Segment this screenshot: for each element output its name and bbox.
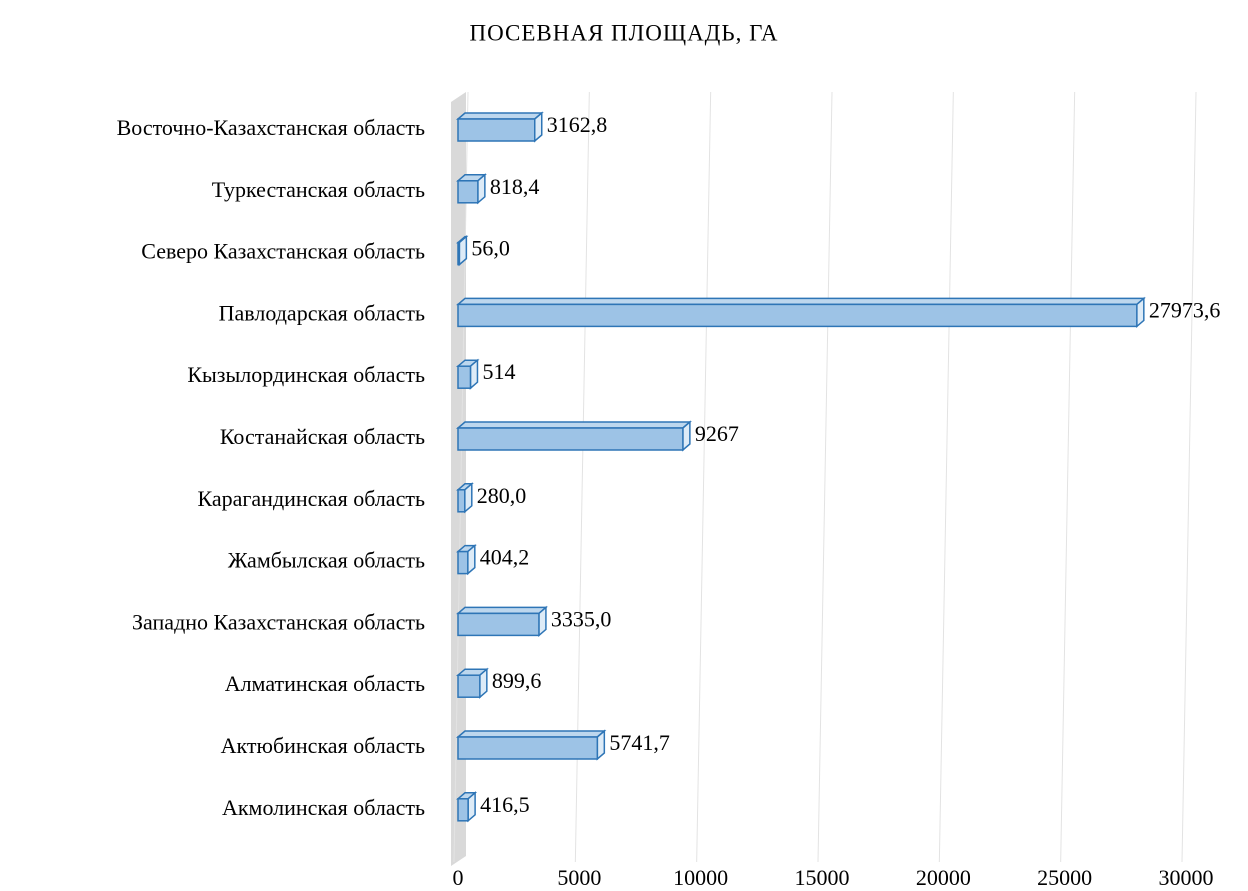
bar-top [455,297,1146,306]
grid-line [1060,91,1076,863]
bar-side [469,358,479,390]
y-tick-label: Западно Казахстанская область [132,609,425,634]
chart-title: ПОСЕВНАЯ ПЛОЩАДЬ, ГА [470,20,779,45]
data-label: 3162,8 [547,112,608,137]
y-tick-label: Акмолинская область [222,795,425,820]
bar-top [455,730,607,738]
bar [457,241,461,266]
data-label: 27973,6 [1149,297,1221,322]
y-tick-label: Кызылординская область [187,362,425,387]
grid-line [1181,91,1197,863]
y-tick-label: Алматинская область [225,671,425,696]
grid-line [696,91,712,863]
bar [457,427,684,451]
data-label: 5741,7 [609,730,670,755]
y-tick-label: Карагандинская область [197,486,425,511]
bar [457,365,472,389]
bar-top [455,421,692,429]
bar-side [534,111,543,143]
x-tick-label: 5000 [557,865,601,890]
bar [457,489,466,513]
data-label: 404,2 [480,545,530,570]
bar-side [477,173,486,205]
x-tick-label: 20000 [916,865,971,890]
grid-line [817,91,833,863]
bar-side [682,420,691,452]
bar [457,550,469,575]
x-tick-label: 25000 [1037,865,1092,890]
bar [457,674,481,698]
data-label: 56,0 [471,236,510,261]
bar-side [538,605,547,638]
y-tick-label: Актюбинская область [221,733,425,758]
bar-side [479,667,488,699]
data-label: 514 [482,359,515,384]
y-tick-label: Туркестанская область [212,177,425,202]
bar [457,303,1138,328]
data-label: 9267 [695,421,739,446]
y-tick-label: Северо Казахстанская область [141,239,425,264]
y-tick-label: Костанайская область [220,424,425,449]
x-tick-label: 30000 [1159,865,1214,890]
bar-side [464,482,473,514]
bar [457,798,469,822]
bar-side [467,543,476,576]
bar [457,180,479,204]
bar [457,736,599,760]
bar-top [455,606,548,615]
grid-line [453,91,469,863]
y-tick-label: Павлодарская область [219,300,425,325]
data-label: 818,4 [490,174,540,199]
data-label: 416,5 [480,792,530,817]
bar-side [458,234,468,267]
bar-side [467,791,476,823]
x-tick-label: 0 [453,865,464,890]
bar-side [596,729,606,761]
data-label: 280,0 [477,483,527,508]
data-label: 3335,0 [551,606,612,631]
bar [457,118,536,142]
grid-line [938,91,954,863]
y-tick-label: Восточно-Казахстанская область [117,115,425,140]
bar-side [1136,296,1145,329]
y-tick-label: Жамбылская область [228,548,425,573]
x-tick-label: 10000 [673,865,728,890]
x-tick-label: 15000 [795,865,850,890]
bar-top [455,112,544,120]
bar [457,612,540,637]
data-label: 899,6 [492,668,542,693]
